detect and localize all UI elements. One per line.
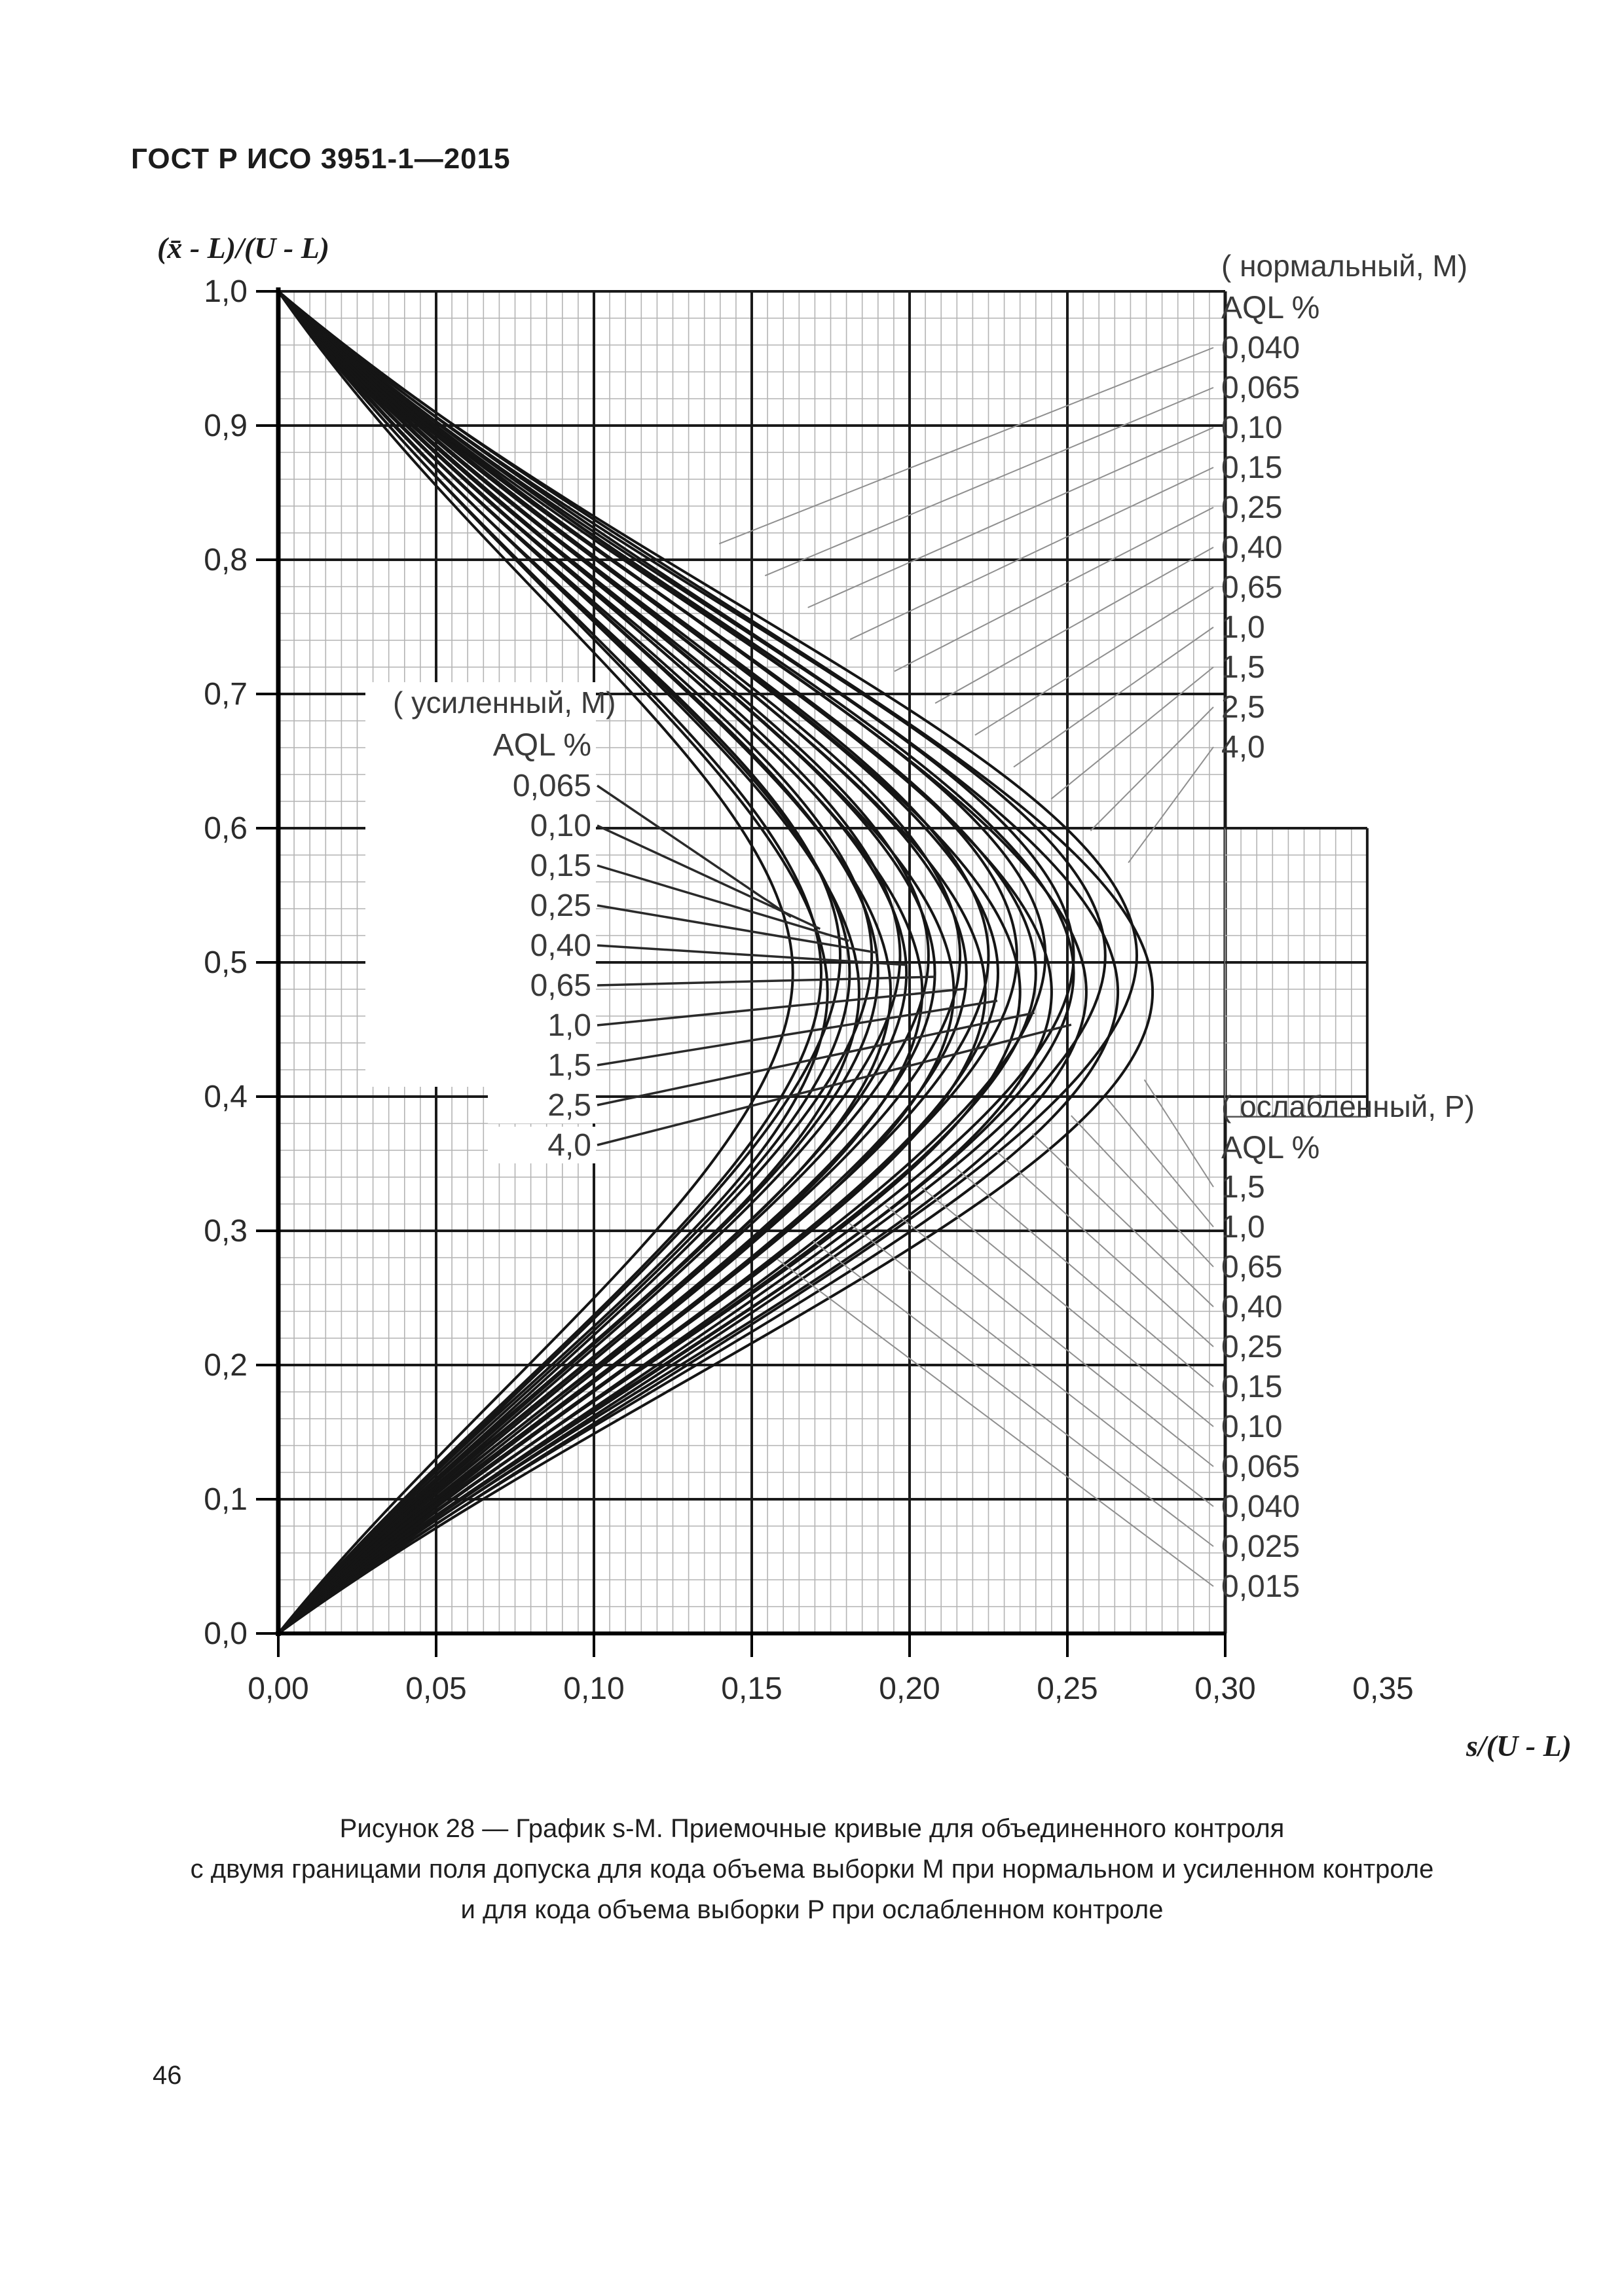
aql-label-tightened-0,10: 0,10 xyxy=(530,809,591,843)
group-subheader-tightened: AQL % xyxy=(493,728,591,763)
y-tick-0,7: 0,7 xyxy=(204,677,248,712)
oc-curve-reduced-P-0,065 xyxy=(277,290,924,1635)
aql-label-normal-0,15: 0,15 xyxy=(1221,450,1282,485)
label-backing xyxy=(488,1087,596,1123)
aql-label-tightened-0,15: 0,15 xyxy=(530,848,591,883)
aql-label-reduced-0,65: 0,65 xyxy=(1221,1250,1282,1285)
group-header-normal: ( нормальный, M) xyxy=(1221,249,1467,283)
x-tick-0,15: 0,15 xyxy=(721,1671,782,1706)
aql-label-reduced-0,10: 0,10 xyxy=(1221,1410,1282,1444)
x-tick-0,35: 0,35 xyxy=(1352,1671,1413,1706)
aql-label-normal-0,040: 0,040 xyxy=(1221,331,1300,365)
aql-label-reduced-1,5: 1,5 xyxy=(1221,1170,1265,1205)
oc-curve-reduced-P-0,025 xyxy=(277,290,860,1635)
aql-label-tightened-0,25: 0,25 xyxy=(530,888,591,923)
y-tick-1,0: 1,0 xyxy=(204,274,248,309)
caption-line-3: и для кода объема выборки P при ослаблен… xyxy=(460,1895,1164,1924)
oc-curve-reduced-P-0,015 xyxy=(277,290,829,1635)
oc-curve-normal-M-4,0 xyxy=(277,290,1139,1635)
aql-label-normal-1,5: 1,5 xyxy=(1221,650,1265,685)
caption-line-1: Рисунок 28 — График s-M. Приемочные крив… xyxy=(339,1814,1285,1843)
y-tick-0,5: 0,5 xyxy=(204,945,248,980)
tightened-label-box xyxy=(365,682,596,1087)
x-tick-0,25: 0,25 xyxy=(1037,1671,1098,1706)
y-tick-0,2: 0,2 xyxy=(204,1348,248,1383)
y-tick-0,0: 0,0 xyxy=(204,1616,248,1651)
label-backing xyxy=(488,1127,596,1163)
aql-label-normal-0,65: 0,65 xyxy=(1221,570,1282,605)
tick-marks xyxy=(256,290,1227,1657)
x-tick-0,30: 0,30 xyxy=(1194,1671,1255,1706)
oc-curve-reduced-P-1,5 xyxy=(277,290,1154,1635)
page-number: 46 xyxy=(153,2061,182,2090)
caption-line-2: с двумя границами поля допуска для кода … xyxy=(190,1855,1434,1884)
aql-label-normal-4,0: 4,0 xyxy=(1221,730,1265,765)
y-tick-0,9: 0,9 xyxy=(204,409,248,443)
oc-curve-reduced-P-0,25 xyxy=(277,290,1022,1635)
aql-label-normal-1,0: 1,0 xyxy=(1221,610,1265,645)
aql-label-reduced-0,15: 0,15 xyxy=(1221,1370,1282,1404)
aql-label-tightened-1,5: 1,5 xyxy=(547,1048,591,1083)
aql-label-tightened-0,40: 0,40 xyxy=(530,928,591,963)
x-tick-0,05: 0,05 xyxy=(405,1671,466,1706)
aql-label-normal-0,40: 0,40 xyxy=(1221,530,1282,565)
aql-label-tightened-2,5: 2,5 xyxy=(547,1088,591,1123)
y-tick-0,6: 0,6 xyxy=(204,811,248,846)
grid-extension xyxy=(1225,827,1369,1118)
oc-curve-tightened-M-0,065 xyxy=(277,290,794,1635)
aql-label-normal-0,25: 0,25 xyxy=(1221,490,1282,525)
leader-lines xyxy=(597,347,1214,1587)
aql-label-normal-2,5: 2,5 xyxy=(1221,690,1265,725)
y-tick-0,8: 0,8 xyxy=(204,543,248,577)
y-axis-title: (x̄ - L)/(U - L) xyxy=(157,231,330,264)
aql-label-reduced-0,25: 0,25 xyxy=(1221,1330,1282,1364)
x-tick-0,10: 0,10 xyxy=(563,1671,624,1706)
aql-label-reduced-0,015: 0,015 xyxy=(1221,1569,1300,1604)
x-axis-title: s/(U - L) xyxy=(1466,1729,1572,1762)
oc-curve-reduced-P-0,65 xyxy=(277,290,1088,1635)
figure-caption: Рисунок 28 — График s-M. Приемочные крив… xyxy=(0,1808,1624,1930)
oc-curve-reduced-P-0,040 xyxy=(277,290,893,1635)
tick-labels: 1,0 0,9 0,8 0,7 0,6 0,5 0,4 0,3 0,2 0,1 0,00,00 0,0… xyxy=(204,274,1413,1706)
aql-label-tightened-1,0: 1,0 xyxy=(547,1008,591,1043)
group-subheader-reduced: AQL % xyxy=(1221,1131,1320,1165)
group-subheader-normal: AQL % xyxy=(1221,291,1320,325)
y-tick-0,4: 0,4 xyxy=(204,1080,248,1114)
oc-curve-normal-M-1,5 xyxy=(277,290,1075,1635)
document-header: ГОСТ Р ИСО 3951-1—2015 xyxy=(131,143,511,175)
aql-label-reduced-0,40: 0,40 xyxy=(1221,1290,1282,1324)
oc-curve-normal-M-2,5 xyxy=(277,290,1107,1635)
oc-curve-reduced-P-0,15 xyxy=(277,290,987,1635)
aql-label-tightened-0,065: 0,065 xyxy=(513,769,591,803)
aql-label-reduced-0,025: 0,025 xyxy=(1221,1529,1300,1564)
group-header-reduced: ( ослабленный, P) xyxy=(1221,1089,1475,1123)
aql-labels: ( нормальный, M) AQL % 0,040 0,065 0,10 0,15 0… xyxy=(393,249,1475,1604)
aql-label-normal-0,10: 0,10 xyxy=(1221,410,1282,445)
oc-curve-reduced-P-0,10 xyxy=(277,290,955,1635)
oc-curve-reduced-P-1,0 xyxy=(277,290,1120,1635)
aql-label-normal-0,065: 0,065 xyxy=(1221,371,1300,405)
group-header-tightened: ( усиленный, M) xyxy=(393,685,616,720)
acceptance-curves xyxy=(277,290,1154,1635)
aql-label-reduced-0,065: 0,065 xyxy=(1221,1449,1300,1484)
y-tick-0,3: 0,3 xyxy=(204,1214,248,1248)
aql-label-tightened-0,65: 0,65 xyxy=(530,968,591,1003)
x-tick-0,20: 0,20 xyxy=(879,1671,940,1706)
aql-label-tightened-4,0: 4,0 xyxy=(547,1128,591,1163)
x-tick-0,00: 0,00 xyxy=(248,1671,308,1706)
aql-label-reduced-0,040: 0,040 xyxy=(1221,1489,1300,1524)
y-tick-0,1: 0,1 xyxy=(204,1482,248,1517)
oc-curve-reduced-P-0,40 xyxy=(277,290,1053,1635)
aql-label-reduced-1,0: 1,0 xyxy=(1221,1210,1265,1245)
